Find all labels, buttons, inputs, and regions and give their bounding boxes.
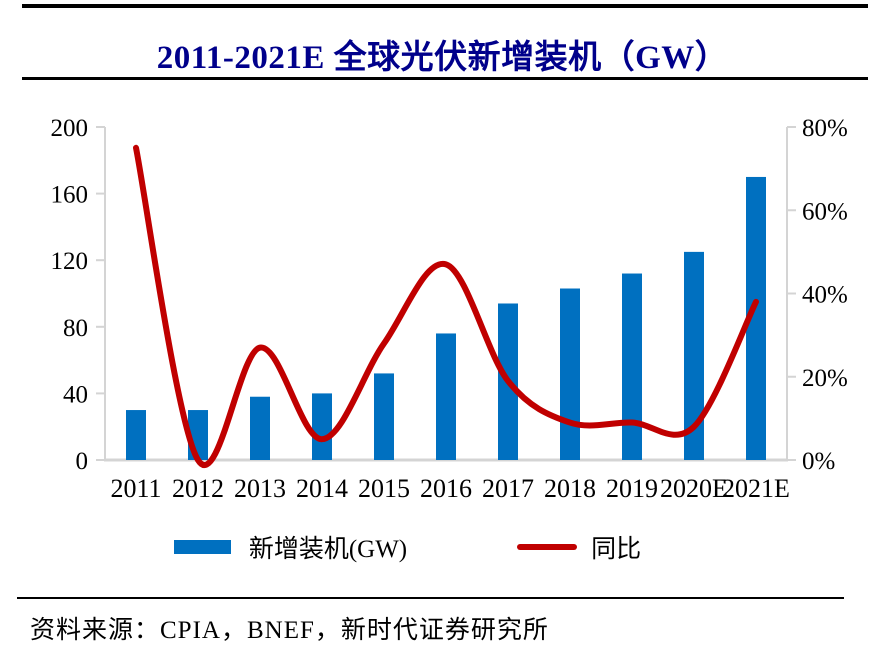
x-axis-label: 2016 [420,474,472,503]
right-axis-tick-label: 80% [802,115,848,142]
yoy-growth-line [133,144,759,468]
x-axis-label: 2019 [606,474,658,503]
left-axis-tick-label: 200 [51,115,89,142]
legend-item-yoy: 同比 [517,529,641,565]
legend-label-installs: 新增装机(GW) [248,536,408,563]
right-axis-tick-label: 0% [802,448,835,475]
x-axis-label: 2020E [660,474,728,503]
left-axis-tick-label: 80 [63,315,88,342]
left-axis-tick-label: 120 [51,248,89,275]
title-underline-rule [22,77,868,80]
bar-2020E [684,251,704,460]
top-border-rule [22,4,868,8]
x-axis-label: 2011 [110,474,161,503]
bar-2013 [250,396,270,460]
x-axis-label: 2014 [296,474,348,503]
right-axis-tick-label: 40% [802,282,848,309]
x-axis-label: 2021E [722,474,790,503]
bar-2021E [746,176,766,460]
bar-2018 [560,288,580,460]
bar-2014 [312,393,332,460]
left-axis-tick-label: 40 [63,381,88,408]
x-axis-label: 2012 [172,474,224,503]
left-axis-tick-label: 0 [76,448,89,475]
x-axis-label: 2018 [544,474,596,503]
right-axis-tick-label: 60% [802,198,848,225]
legend-item-installs: 新增装机(GW) [173,529,408,565]
bar-series-swatch [173,540,231,554]
footer-divider-rule [17,597,844,599]
x-axis-label: 2013 [234,474,286,503]
bar-2015 [374,373,394,460]
x-axis-label: 2015 [358,474,410,503]
legend-label-yoy: 同比 [591,536,642,563]
bar-2011 [126,410,146,460]
x-axis-label: 2017 [482,474,534,503]
chart-title: 2011-2021E 全球光伏新增装机（GW） [156,40,729,76]
chart-legend: 新增装机(GW) 同比 [0,529,815,565]
left-axis-tick-label: 160 [51,182,89,209]
line-series-swatch [517,544,578,550]
right-axis-tick-label: 20% [802,365,848,392]
data-source-text: 资料来源：CPIA，BNEF，新时代证券研究所 [30,617,549,644]
bar-2019 [622,273,642,460]
bar-2016 [436,333,456,460]
